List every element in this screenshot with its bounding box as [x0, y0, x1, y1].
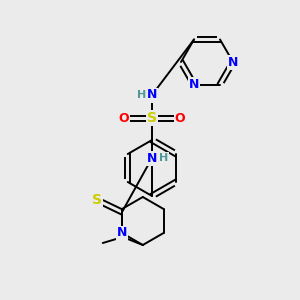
Text: N: N	[228, 56, 238, 68]
Text: N: N	[147, 152, 157, 164]
Text: S: S	[147, 111, 157, 125]
Text: H: H	[159, 153, 169, 163]
Text: H: H	[137, 90, 147, 100]
Text: O: O	[175, 112, 185, 124]
Text: S: S	[92, 193, 102, 207]
Text: N: N	[189, 78, 199, 91]
Text: O: O	[119, 112, 129, 124]
Text: N: N	[117, 226, 127, 239]
Text: N: N	[147, 88, 157, 101]
